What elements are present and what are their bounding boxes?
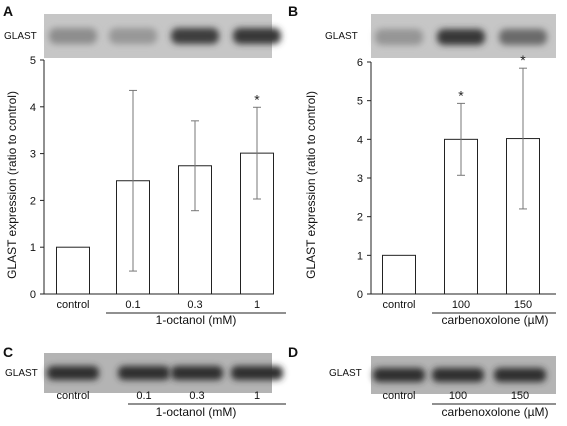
blot-band [373, 368, 425, 382]
group-label-b: carbenoxolone (µM) [442, 313, 549, 327]
bar [240, 152, 274, 295]
blot-lane-label: 0.3 [189, 390, 204, 402]
blot-band [171, 28, 219, 44]
x-tick-label: control [56, 299, 89, 311]
y-tick-label: 2 [30, 195, 36, 207]
y-tick-label: 6 [357, 57, 363, 69]
bar [382, 254, 416, 295]
x-tick-label: 100 [452, 299, 470, 311]
y-tick-label: 3 [30, 149, 36, 161]
chart-b: 0 1 2 3 4 5 6 control * 100 * 150 [357, 29, 556, 314]
blot-lane-label: 150 [511, 390, 529, 402]
blot-band [231, 366, 283, 380]
y-tick-label: 4 [30, 102, 36, 114]
panel-label-d: D [288, 344, 298, 360]
blot-band [233, 28, 281, 44]
blot-lane-label: 100 [449, 390, 467, 402]
bar [444, 138, 478, 295]
y-tick-label: 3 [357, 173, 363, 185]
bar [56, 246, 90, 295]
x-tick-label: 0.3 [187, 299, 202, 311]
panel-label-b: B [288, 3, 298, 19]
blot-band [499, 29, 547, 45]
y-tick-label: 2 [357, 212, 363, 224]
y-tick-label: 1 [357, 250, 363, 262]
blot-band [109, 28, 157, 44]
blot-band [171, 366, 223, 380]
blot-band [437, 29, 485, 45]
blot-band [49, 28, 97, 44]
blot-bands: control 0.1 0.3 1 control 100 150 [47, 366, 556, 405]
blot-label-a: GLAST [4, 31, 37, 42]
y-tick-label: 0 [30, 289, 36, 301]
blot-band [494, 368, 546, 382]
blot-lane-label: control [382, 390, 415, 402]
x-tick-label: 0.1 [125, 299, 140, 311]
significance-star: * [254, 91, 260, 107]
y-tick-label: 0 [357, 289, 363, 301]
blot-band [47, 366, 99, 380]
y-axis-label-a: GLAST expression (ratio to control) [5, 91, 19, 279]
group-label-d: carbenoxolone (µM) [442, 405, 549, 419]
significance-star: * [520, 52, 526, 68]
y-tick-label: 5 [357, 96, 363, 108]
y-axis-label-b: GLAST expression (ratio to control) [304, 91, 318, 279]
group-label-c: 1-octanol (mM) [156, 405, 237, 419]
y-tick-label: 4 [357, 134, 363, 146]
x-tick-label: control [382, 299, 415, 311]
blot-band [375, 29, 423, 45]
blot-label-b: GLAST [325, 31, 358, 42]
y-tick-label: 1 [30, 242, 36, 254]
chart-a: 0 1 2 3 4 5 control 0.1 0.3 * 1 [30, 28, 286, 314]
blot-lane-label: control [56, 390, 89, 402]
y-tick-label: 5 [30, 55, 36, 67]
blot-lane-label: 1 [254, 390, 260, 402]
significance-star: * [458, 87, 464, 103]
x-tick-label: 1 [254, 299, 260, 311]
x-tick-label: 150 [514, 299, 532, 311]
panel-label-a: A [3, 3, 13, 19]
panel-label-c: C [3, 344, 13, 360]
blot-lane-label: 0.1 [136, 390, 151, 402]
blot-band [432, 368, 484, 382]
blot-band [118, 366, 170, 380]
blot-label-d: GLAST [329, 368, 362, 379]
blot-label-c: GLAST [5, 368, 38, 379]
group-label-a: 1-octanol (mM) [156, 313, 237, 327]
